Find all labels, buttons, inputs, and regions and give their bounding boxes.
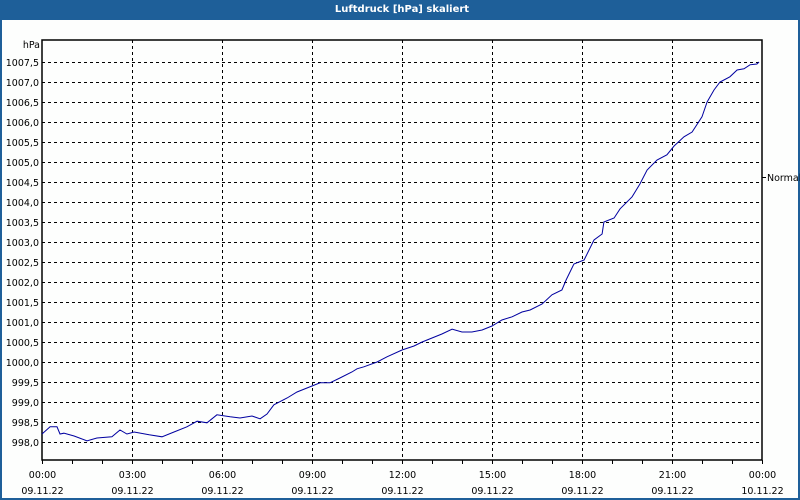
x-tick-time: 06:00 bbox=[209, 470, 236, 481]
x-tick-date: 09.11.22 bbox=[561, 486, 603, 497]
y-tick-label: 1007,5 bbox=[6, 58, 39, 69]
x-tick-date: 09.11.22 bbox=[381, 486, 423, 497]
y-tick-label: 1004,0 bbox=[6, 198, 39, 209]
y-tick-label: 1005,5 bbox=[6, 138, 39, 149]
y-axis-unit: hPa bbox=[23, 40, 40, 51]
y-tick-label: 1003,0 bbox=[6, 238, 39, 249]
pressure-line bbox=[41, 61, 760, 442]
x-tick-date: 09.11.22 bbox=[291, 486, 333, 497]
y-tick-label: 1000,5 bbox=[6, 338, 39, 349]
x-tick-time: 15:00 bbox=[479, 470, 506, 481]
y-tick-label: 999,5 bbox=[12, 378, 39, 389]
y-tick-label: 998,0 bbox=[12, 438, 39, 449]
y-tick-label: 1007,0 bbox=[6, 78, 39, 89]
plot-frame bbox=[41, 39, 763, 461]
y-tick-label: 1000,0 bbox=[6, 358, 39, 369]
x-axis-labels: 00:00 09.11.22 03:00 09.11.22 06:00 09.11.22 0… bbox=[21, 460, 784, 497]
y-tick-label: 1003,5 bbox=[6, 218, 39, 229]
normal-marker: Normal bbox=[762, 173, 800, 184]
x-tick-time: 00:00 bbox=[29, 470, 56, 481]
y-tick-label: 1006,5 bbox=[6, 98, 39, 109]
x-tick-time: 18:00 bbox=[569, 470, 596, 481]
grid-lines bbox=[42, 40, 762, 460]
x-tick-date: 10.11.22 bbox=[741, 486, 783, 497]
y-tick-label: 1002,0 bbox=[6, 278, 39, 289]
x-tick-date: 09.11.22 bbox=[651, 486, 693, 497]
y-tick-label: 1005,0 bbox=[6, 158, 39, 169]
y-tick-label: 999,0 bbox=[12, 398, 39, 409]
x-tick-time: 12:00 bbox=[389, 470, 416, 481]
chart-title: Luftdruck [hPa] skaliert bbox=[2, 0, 800, 20]
x-tick-date: 09.11.22 bbox=[21, 486, 63, 497]
y-tick-label: 998,5 bbox=[12, 418, 39, 429]
normal-label: Normal bbox=[767, 173, 800, 184]
x-tick-time: 21:00 bbox=[659, 470, 686, 481]
x-tick-time: 09:00 bbox=[299, 470, 326, 481]
y-tick-label: 1006,0 bbox=[6, 118, 39, 129]
x-tick-time: 03:00 bbox=[119, 470, 146, 481]
y-tick-label: 1001,0 bbox=[6, 318, 39, 329]
y-tick-label: 1004,5 bbox=[6, 178, 39, 189]
x-tick-time: 00:00 bbox=[749, 470, 776, 481]
y-axis-labels: 1007,5 1007,0 1006,5 1006,0 1005,5 1005,0 1004… bbox=[6, 58, 39, 449]
y-tick-label: 1001,5 bbox=[6, 298, 39, 309]
x-tick-date: 09.11.22 bbox=[201, 486, 243, 497]
y-tick-label: 1002,5 bbox=[6, 258, 39, 269]
x-tick-date: 09.11.22 bbox=[471, 486, 513, 497]
x-tick-date: 09.11.22 bbox=[111, 486, 153, 497]
